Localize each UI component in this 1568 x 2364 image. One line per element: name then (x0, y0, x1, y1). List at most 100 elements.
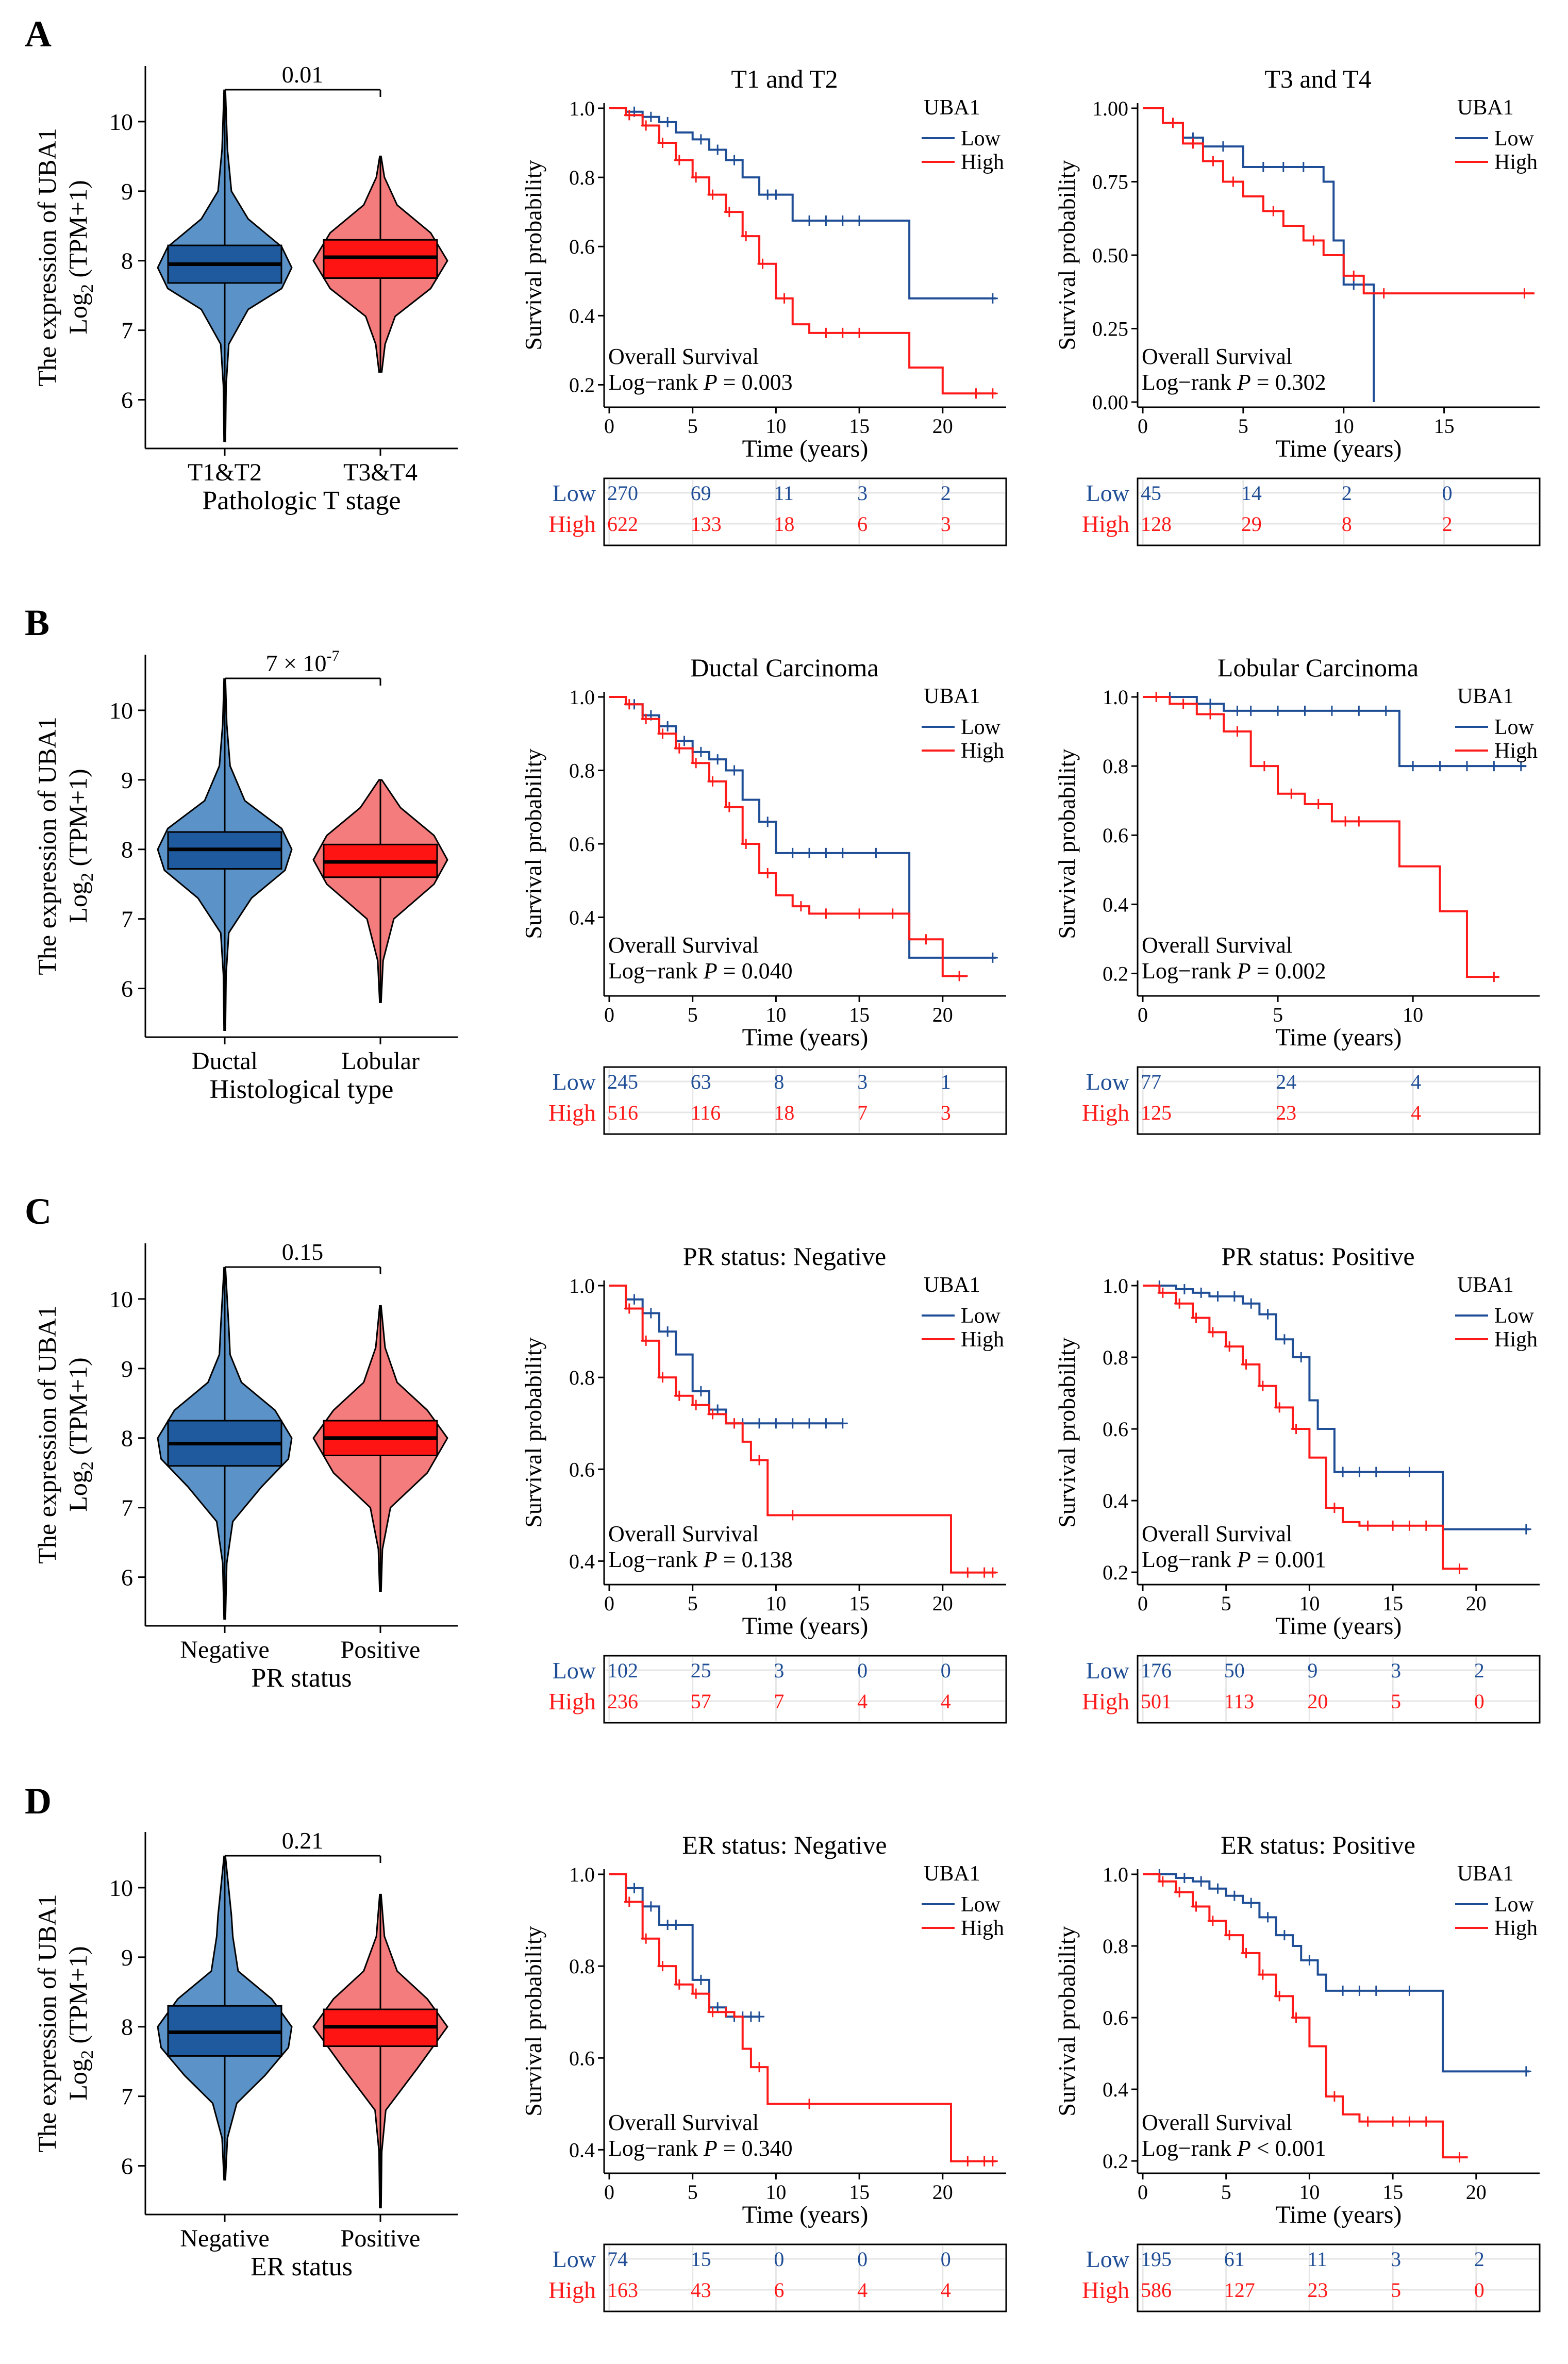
x-tick-label: Ductal (192, 1047, 258, 1075)
km-censor-mark-low (1326, 705, 1337, 716)
compare-p-value: 0.15 (282, 1239, 324, 1265)
risk-table-cell-low: 176 (1141, 1659, 1172, 1682)
km-censor-mark-low (662, 116, 673, 127)
km-logrank-label: Log−rank P < 0.001 (1142, 2136, 1326, 2161)
km-censor-mark-high (1388, 1520, 1398, 1531)
km-x-axis-title: Time (years) (1276, 1612, 1402, 1640)
risk-table-label-low: Low (553, 1657, 596, 1684)
risk-table-cell-high: 4 (941, 1690, 951, 1713)
ylabel-suffix: (TPM+1) (63, 1946, 92, 2050)
km-censor-mark-high (1157, 1287, 1168, 1298)
km-y-axis-title: Survival probability (520, 1337, 546, 1527)
km-censor-mark-high (1329, 2091, 1340, 2102)
x-tick-label: T3&T4 (343, 459, 418, 486)
km-censor-mark-low (821, 847, 831, 858)
y-tick-label: 6 (121, 1564, 133, 1591)
km-censor-mark-high (1308, 235, 1319, 246)
risk-table-box (1137, 1066, 1541, 1135)
km-censor-mark-high (795, 901, 806, 912)
km-y-axis-title: Survival probability (520, 160, 546, 350)
km-logrank-label: Log−rank P = 0.003 (608, 370, 793, 395)
km-y-tick-label: 0.6 (569, 833, 595, 856)
km-y-axis-title: Survival probability (1054, 1337, 1080, 1527)
km-censor-mark-high (787, 1510, 798, 1521)
risk-table-cell-high: 5 (1391, 1690, 1401, 1713)
km-overall-survival-label: Overall Survival (1142, 2110, 1292, 2135)
violin-chart-A: 6 7 8 9 10 The expression of UBA1 Log2 (TPM+1)… (32, 61, 458, 515)
km-x-tick-label: 15 (1382, 1592, 1403, 1615)
km-censor-mark-low (787, 1418, 798, 1429)
km-x-axis-title: Time (years) (1276, 2201, 1402, 2228)
ylabel-log: Log (63, 293, 92, 335)
km-censor-mark-high (707, 189, 718, 200)
km-censor-mark-low (1229, 1291, 1240, 1302)
violin-chart-D: 6 7 8 9 10 The expression of UBA1 Log2 (TPM+1)… (32, 1827, 458, 2282)
km-censor-mark-high (1241, 1947, 1252, 1958)
ylabel-log: Log (63, 881, 92, 923)
km-censor-mark-high (1404, 1520, 1415, 1531)
x-tick-label: Negative (180, 2225, 269, 2252)
km-censor-mark-low (1229, 1890, 1240, 1901)
km-title: Ductal Carcinoma (690, 653, 878, 682)
svg-text:B: B (25, 602, 49, 643)
km-censor-mark-low (1196, 1287, 1207, 1298)
km-censor-mark-low (1262, 1309, 1273, 1320)
risk-table-label-high: High (548, 1100, 596, 1126)
km-p-symbol: P (703, 370, 718, 395)
km-censor-mark-low (1179, 1872, 1190, 1883)
risk-table-cell-low: 45 (1141, 481, 1161, 505)
x-tick-label: Positive (341, 2225, 421, 2252)
y-tick-label: 7 (121, 1495, 133, 1521)
km-censor-mark-low (1296, 1352, 1307, 1363)
risk-table-label-high: High (1082, 1100, 1129, 1126)
risk-table-cell-high: 7 (857, 1101, 868, 1124)
km-y-tick-label: 0.8 (1103, 1935, 1128, 1958)
km-curve-low (1143, 696, 1527, 768)
km-censor-mark-high (1454, 2152, 1465, 2163)
km-censor-mark-low (1232, 705, 1243, 716)
y-tick-label: 9 (121, 1944, 133, 1971)
km-censor-mark-high (1228, 176, 1239, 187)
compare-p-value: 0.01 (282, 61, 324, 88)
km-p-value: = 0.001 (1251, 1547, 1326, 1572)
risk-table-cell-low: 270 (607, 481, 638, 505)
km-chart-er-status-positive: ER status: Positive 0.2 0.4 0.6 0.8 1.0 0 5 10 15… (1054, 1830, 1541, 2312)
km-censor-mark-high (1519, 288, 1530, 299)
km-censor-mark-low (837, 215, 848, 226)
km-p-value: = 0.138 (718, 1547, 793, 1572)
km-censor-mark-low (695, 746, 706, 757)
km-x-tick-label: 20 (932, 414, 953, 438)
km-censor-mark-low (712, 1404, 723, 1415)
risk-table-box (1137, 2243, 1541, 2312)
km-y-tick-label: 0.8 (569, 166, 595, 189)
km-censor-mark-high (691, 172, 702, 183)
risk-table-label-high: High (1082, 1688, 1129, 1714)
km-censor-mark-high (854, 908, 865, 919)
km-censor-mark-low (771, 189, 781, 200)
risk-table-cell-low: 0 (1442, 481, 1453, 505)
km-censor-mark-low (821, 215, 831, 226)
km-legend-title: UBA1 (1457, 685, 1514, 708)
km-y-tick-label: 0.8 (1103, 755, 1128, 778)
km-x-tick-label: 15 (849, 414, 870, 438)
risk-table-cell-high: 18 (774, 1101, 794, 1124)
km-y-tick-label: 1.0 (569, 97, 595, 120)
risk-table-label-high: High (1082, 2277, 1129, 2303)
km-censor-mark-high (962, 2156, 973, 2167)
km-p-value: = 0.302 (1251, 370, 1326, 395)
km-censor-mark-high (707, 1409, 718, 1420)
km-censor-mark-low (662, 721, 673, 731)
km-y-tick-label: 1.0 (569, 686, 595, 709)
risk-table-cell-high: 3 (941, 512, 951, 536)
km-censor-mark-high (691, 758, 702, 769)
violin-chart-C: 6 7 8 9 10 The expression of UBA1 Log2 (TPM+1)… (32, 1239, 458, 1693)
km-p-value: = 0.002 (1251, 958, 1326, 984)
km-x-tick-label: 5 (688, 1592, 698, 1615)
km-censor-mark-low (1521, 1524, 1531, 1535)
risk-table-box (603, 2243, 1007, 2312)
km-censor-mark-high (1224, 1341, 1235, 1352)
km-curve-high (609, 1873, 996, 2162)
km-censor-mark-high (757, 258, 768, 269)
km-y-axis-title: Survival probability (1054, 160, 1080, 350)
x-tick-label: T1&T2 (188, 459, 262, 486)
